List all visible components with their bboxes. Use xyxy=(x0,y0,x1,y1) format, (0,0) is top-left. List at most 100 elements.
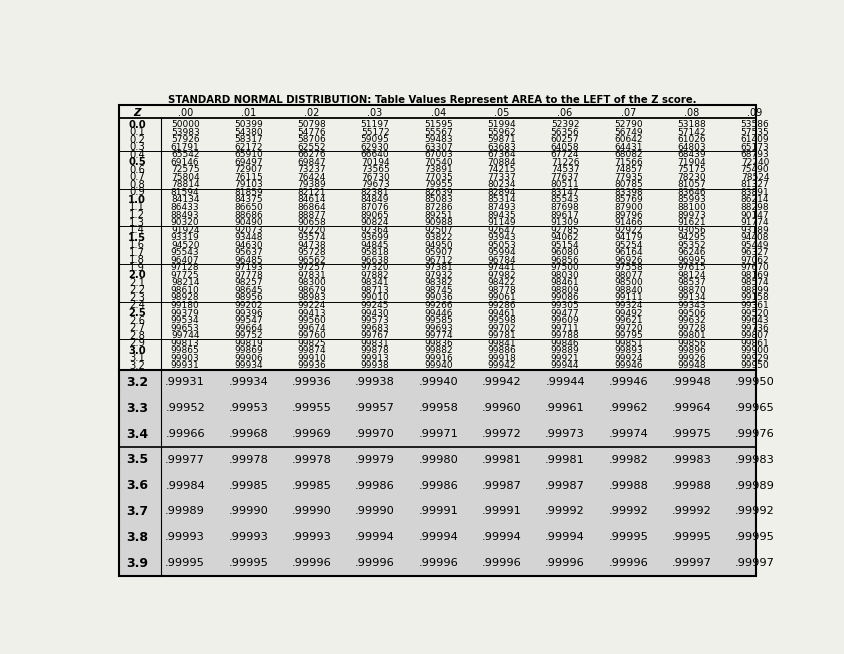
Text: 98124: 98124 xyxy=(678,271,706,280)
Text: 99846: 99846 xyxy=(551,339,579,348)
Text: 50399: 50399 xyxy=(234,120,262,129)
Text: 99831: 99831 xyxy=(360,339,389,348)
Text: .99931: .99931 xyxy=(165,377,205,387)
Text: 72240: 72240 xyxy=(741,158,769,167)
Text: 78524: 78524 xyxy=(741,173,769,182)
Text: 68793: 68793 xyxy=(741,150,770,159)
Text: .99938: .99938 xyxy=(355,377,395,387)
Text: 88686: 88686 xyxy=(234,211,262,220)
Text: 99534: 99534 xyxy=(170,316,199,325)
Text: 98537: 98537 xyxy=(678,279,706,287)
Text: 91149: 91149 xyxy=(488,218,516,227)
Text: 78814: 78814 xyxy=(170,181,199,190)
Text: 99506: 99506 xyxy=(678,309,706,317)
Text: .99982: .99982 xyxy=(609,455,648,465)
Text: 94179: 94179 xyxy=(614,233,642,242)
Text: 82639: 82639 xyxy=(425,188,452,197)
Text: 99934: 99934 xyxy=(234,361,262,370)
Text: 1.2: 1.2 xyxy=(129,210,145,220)
Text: 84849: 84849 xyxy=(361,196,389,205)
Text: 1.1: 1.1 xyxy=(129,203,145,213)
Text: 99893: 99893 xyxy=(614,346,643,355)
Text: 55172: 55172 xyxy=(360,128,389,137)
Text: 76424: 76424 xyxy=(298,173,326,182)
Text: .99983: .99983 xyxy=(672,455,711,465)
Text: 59483: 59483 xyxy=(425,135,452,144)
Text: 52790: 52790 xyxy=(614,120,642,129)
Text: 90320: 90320 xyxy=(170,218,199,227)
Text: 76115: 76115 xyxy=(234,173,262,182)
Text: .99996: .99996 xyxy=(355,558,395,568)
Text: 99944: 99944 xyxy=(551,361,579,370)
Text: 92073: 92073 xyxy=(234,226,262,235)
Text: 98928: 98928 xyxy=(170,294,199,302)
Text: 99921: 99921 xyxy=(551,354,579,363)
Text: 70884: 70884 xyxy=(488,158,516,167)
Text: 3.2: 3.2 xyxy=(129,361,145,371)
Text: 98610: 98610 xyxy=(170,286,199,295)
Text: 94950: 94950 xyxy=(425,241,452,250)
Text: 98214: 98214 xyxy=(171,279,199,287)
Text: 67724: 67724 xyxy=(551,150,579,159)
Text: .99964: .99964 xyxy=(672,404,711,413)
Text: 83147: 83147 xyxy=(551,188,579,197)
Text: 66640: 66640 xyxy=(360,150,389,159)
Text: 99950: 99950 xyxy=(741,361,770,370)
Text: 95449: 95449 xyxy=(741,241,769,250)
Text: .99996: .99996 xyxy=(609,558,648,568)
Text: 98809: 98809 xyxy=(550,286,580,295)
Text: 98382: 98382 xyxy=(425,279,452,287)
Text: 90988: 90988 xyxy=(424,218,453,227)
Text: .99981: .99981 xyxy=(545,455,585,465)
Text: 94520: 94520 xyxy=(171,241,199,250)
Text: 71904: 71904 xyxy=(678,158,706,167)
Text: 2.4: 2.4 xyxy=(129,300,145,311)
Text: 99413: 99413 xyxy=(297,309,326,317)
Text: 94408: 94408 xyxy=(741,233,769,242)
Text: .99997: .99997 xyxy=(672,558,711,568)
Text: 99836: 99836 xyxy=(424,339,453,348)
Text: 54776: 54776 xyxy=(297,128,326,137)
Text: .99952: .99952 xyxy=(165,404,205,413)
Text: 56356: 56356 xyxy=(550,128,580,137)
Text: 99841: 99841 xyxy=(488,339,516,348)
Text: 85543: 85543 xyxy=(551,196,579,205)
Text: 2.2: 2.2 xyxy=(129,285,145,296)
Text: 0.6: 0.6 xyxy=(129,165,145,175)
Text: 80234: 80234 xyxy=(488,181,516,190)
Text: 93699: 93699 xyxy=(360,233,389,242)
Text: 97128: 97128 xyxy=(170,264,199,272)
Text: 99851: 99851 xyxy=(614,339,643,348)
Text: 99825: 99825 xyxy=(297,339,326,348)
Text: 86214: 86214 xyxy=(741,196,769,205)
Text: 93943: 93943 xyxy=(488,233,516,242)
Text: 99202: 99202 xyxy=(235,301,262,310)
Text: 51595: 51595 xyxy=(424,120,453,129)
Text: 70194: 70194 xyxy=(360,158,389,167)
Text: 81859: 81859 xyxy=(234,188,262,197)
Text: 80511: 80511 xyxy=(550,181,580,190)
Text: 79673: 79673 xyxy=(360,181,389,190)
Text: 65542: 65542 xyxy=(171,150,199,159)
Text: 99910: 99910 xyxy=(297,354,326,363)
Text: 97441: 97441 xyxy=(488,264,516,272)
Text: 57926: 57926 xyxy=(170,135,199,144)
Text: 99889: 99889 xyxy=(550,346,580,355)
Text: .99994: .99994 xyxy=(419,532,458,542)
Text: 60642: 60642 xyxy=(614,135,642,144)
Text: 97320: 97320 xyxy=(360,264,389,272)
Text: 92785: 92785 xyxy=(551,226,579,235)
Text: 99245: 99245 xyxy=(361,301,389,310)
Text: 95907: 95907 xyxy=(424,249,453,257)
Text: 99924: 99924 xyxy=(614,354,642,363)
Text: 96856: 96856 xyxy=(550,256,580,265)
Text: 92507: 92507 xyxy=(425,226,452,235)
Text: .99946: .99946 xyxy=(609,377,648,387)
Text: 85314: 85314 xyxy=(488,196,516,205)
Text: 91309: 91309 xyxy=(550,218,580,227)
Text: .99961: .99961 xyxy=(545,404,585,413)
Text: 99664: 99664 xyxy=(234,324,262,333)
Text: 99010: 99010 xyxy=(360,294,389,302)
Text: 97257: 97257 xyxy=(297,264,326,272)
Text: 98840: 98840 xyxy=(614,286,642,295)
